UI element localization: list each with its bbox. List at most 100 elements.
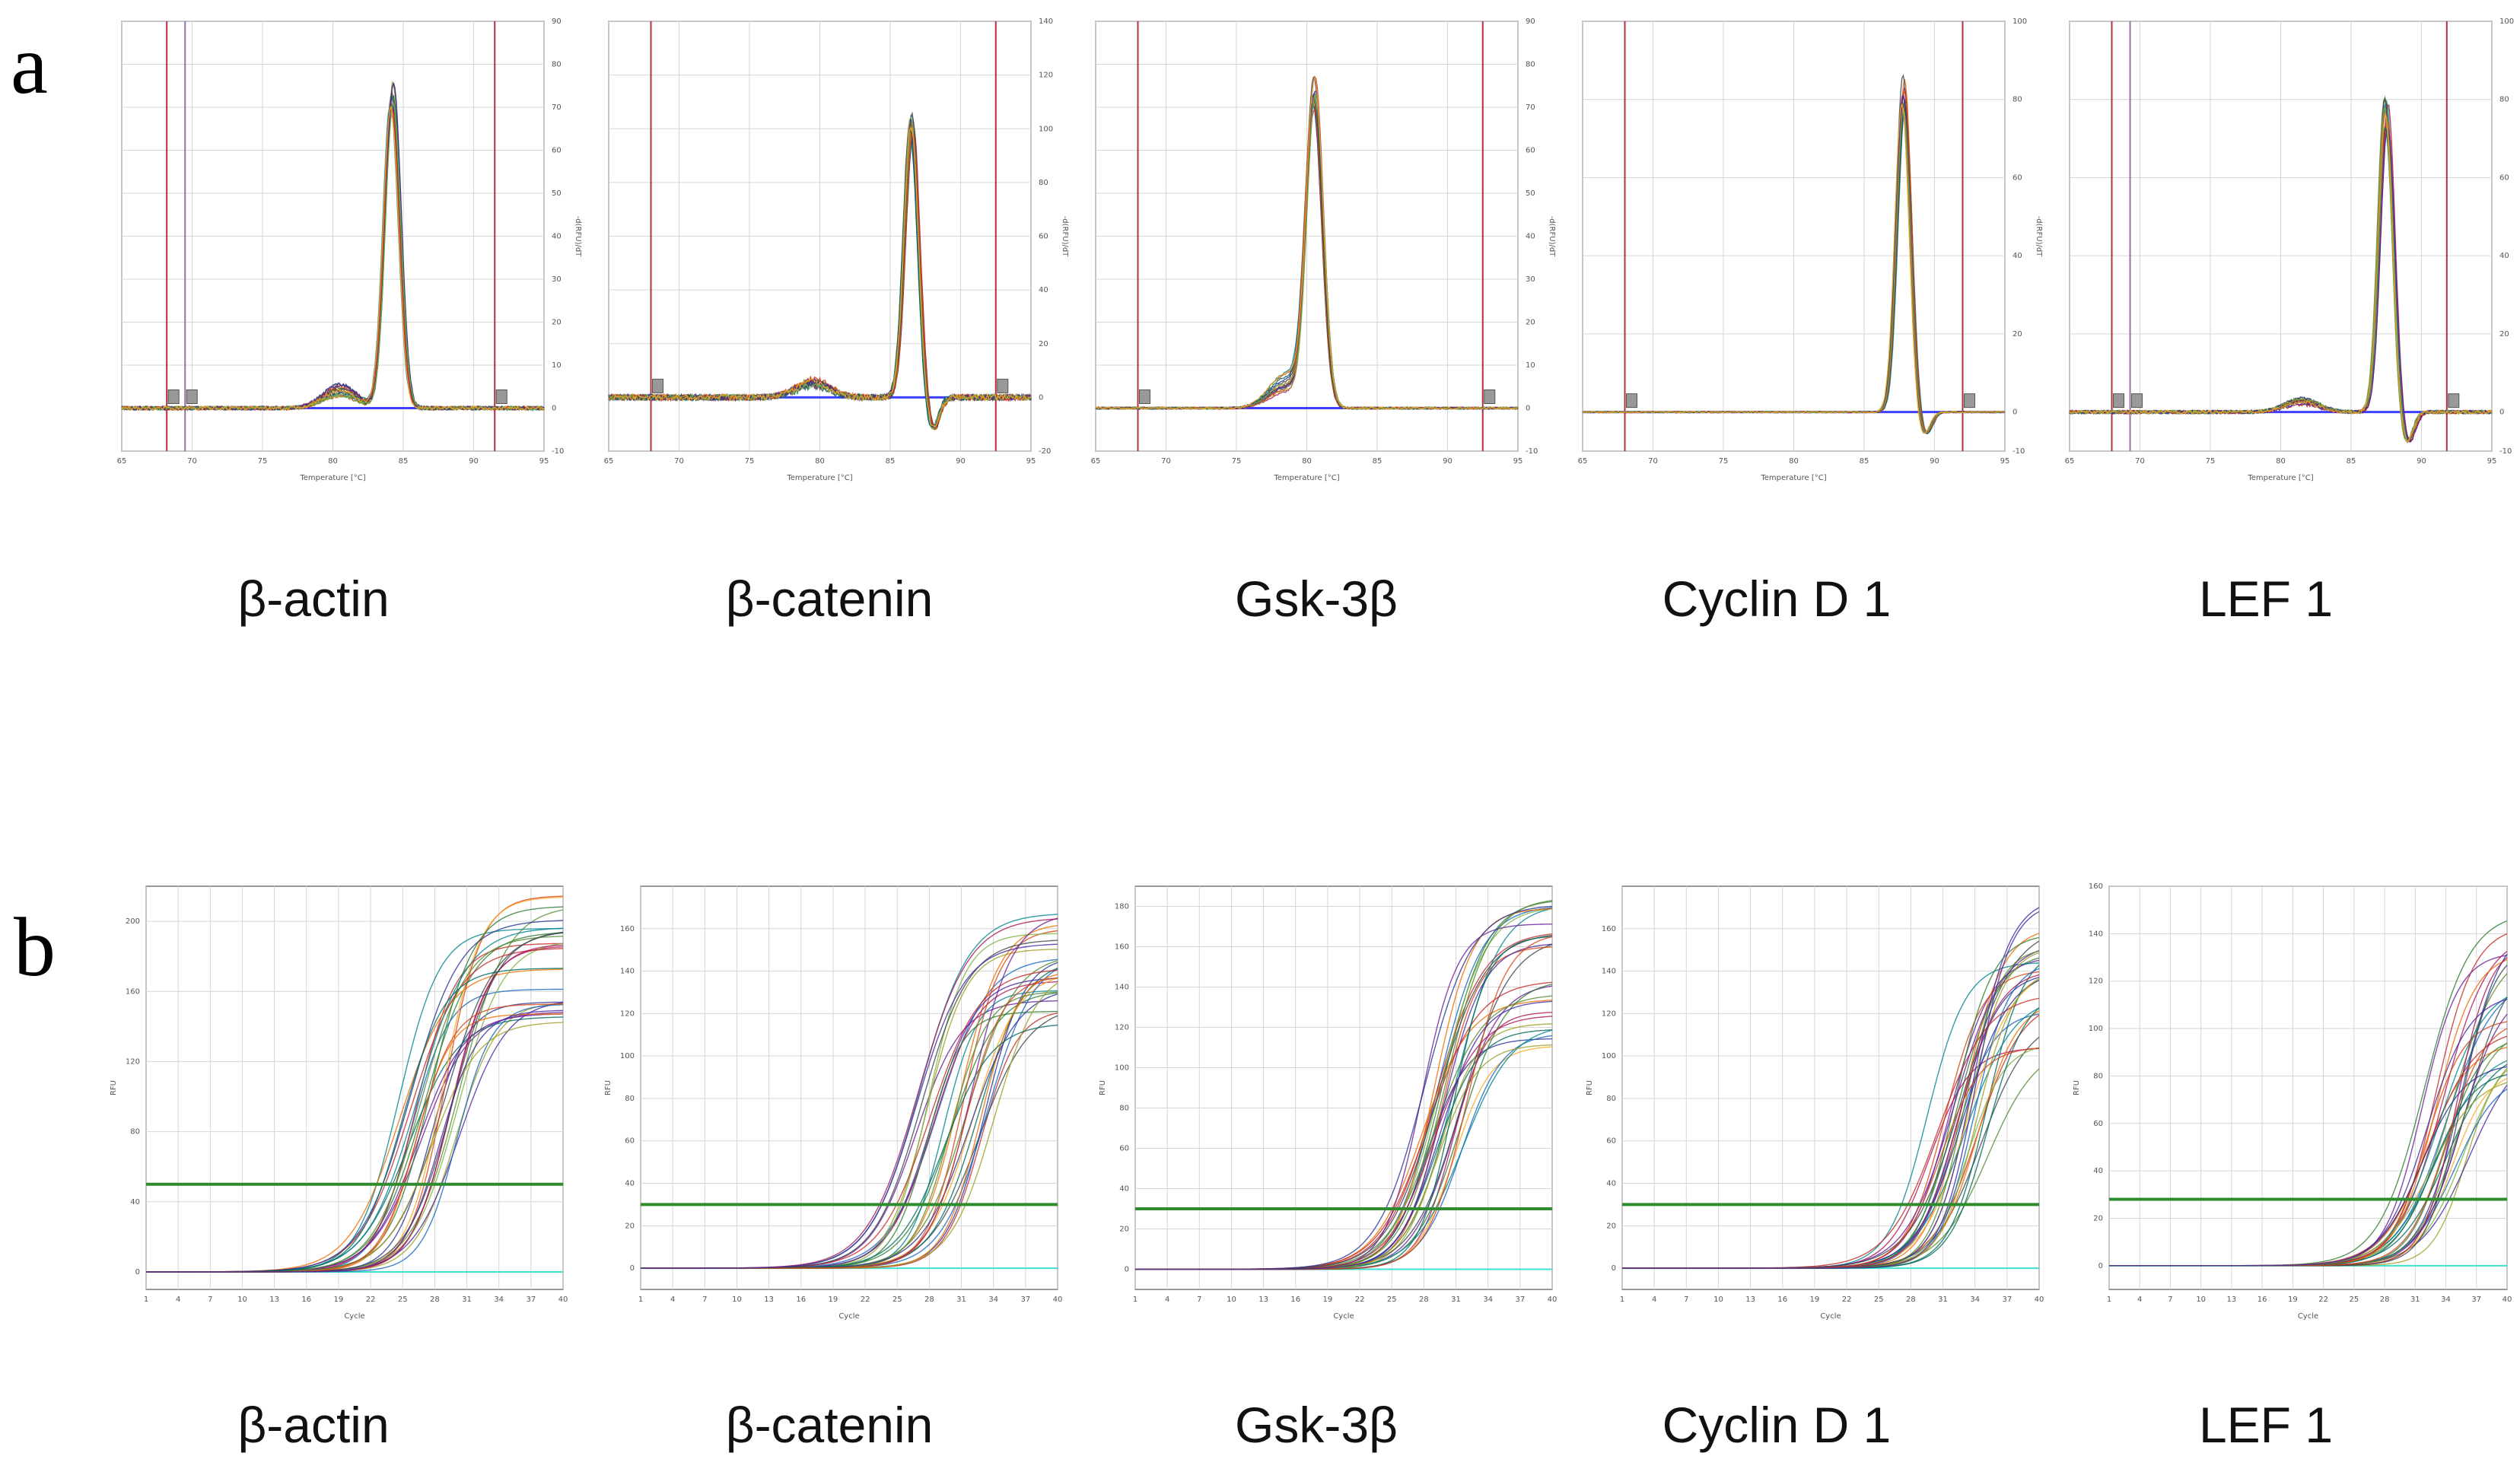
- x-tick-label: 28: [2380, 1296, 2390, 1304]
- melt-marker-handle[interactable]: [167, 389, 180, 404]
- y-tick-label: 60: [1526, 147, 1535, 155]
- x-tick-label: 70: [187, 457, 197, 466]
- x-tick-label: 4: [176, 1296, 180, 1304]
- x-tick-label: 85: [1860, 457, 1869, 466]
- amplification-trace: [641, 943, 1058, 1269]
- x-tick-label: 25: [1874, 1296, 1884, 1304]
- melt-marker-handle[interactable]: [186, 389, 198, 404]
- plot-area: [640, 885, 1058, 1290]
- y-tick-label: 80: [2013, 96, 2022, 104]
- y-tick-label: 120: [1039, 72, 1053, 80]
- x-tick-label: 80: [328, 457, 338, 466]
- x-tick-label: 16: [796, 1296, 806, 1304]
- plot-area: [1134, 885, 1553, 1290]
- x-axis-label: Temperature [°C]: [2247, 474, 2313, 482]
- y-axis-label: RFU: [604, 1080, 612, 1095]
- x-tick-label: 75: [258, 457, 268, 466]
- y-tick-label: 140: [620, 968, 635, 976]
- x-tick-label: 13: [269, 1296, 279, 1304]
- y-tick-label: 40: [1606, 1180, 1616, 1188]
- y-tick-label: 20: [2093, 1214, 2103, 1222]
- x-axis-label: Cycle: [344, 1312, 364, 1321]
- y-tick-label: 40: [1526, 233, 1535, 241]
- x-tick-label: 37: [1515, 1296, 1525, 1304]
- melt-marker-handle[interactable]: [495, 389, 508, 404]
- y-tick-label: 20: [1119, 1226, 1129, 1234]
- y-tick-label: 70: [1526, 103, 1535, 112]
- melt-marker-handle[interactable]: [2448, 393, 2460, 409]
- x-tick-label: 7: [702, 1296, 707, 1304]
- x-tick-label: 19: [334, 1296, 344, 1304]
- y-tick-label: -10: [1526, 447, 1538, 456]
- y-tick-label: -20: [1039, 447, 1051, 456]
- x-tick-label: 34: [1483, 1296, 1493, 1304]
- y-tick-label: 90: [1526, 17, 1535, 26]
- y-tick-label: 80: [130, 1128, 140, 1137]
- x-tick-label: 65: [1578, 457, 1588, 466]
- melt-curve-chart-gsk3b: 65 70 75 80 85 90 95-10 0 10 20 30 40 50 60 70 80 90 Temp…: [1091, 17, 1556, 482]
- y-tick-label: -10: [2499, 447, 2512, 456]
- gene-label-a-lef1: LEF 1: [2198, 571, 2334, 627]
- x-tick-label: 70: [2135, 457, 2145, 466]
- y-tick-label: 60: [1119, 1145, 1129, 1153]
- melt-trace: [121, 106, 545, 412]
- y-tick-label: 40: [552, 233, 562, 241]
- y-tick-label: 160: [620, 925, 635, 933]
- y-tick-label: 140: [2089, 930, 2103, 938]
- y-tick-label: 120: [2089, 978, 2103, 986]
- gene-label-a-beta-catenin: β-catenin: [725, 571, 934, 627]
- melt-trace: [1095, 76, 1519, 410]
- x-tick-label: 7: [1197, 1296, 1201, 1304]
- melt-marker-handle[interactable]: [2131, 393, 2143, 409]
- melt-marker-handle[interactable]: [1139, 389, 1150, 404]
- y-tick-label: 160: [1115, 943, 1129, 952]
- y-tick-label: 100: [2499, 17, 2514, 26]
- melt-marker-handle[interactable]: [997, 378, 1009, 393]
- y-tick-label: 0: [135, 1268, 140, 1276]
- x-tick-label: 70: [1648, 457, 1658, 466]
- melt-marker-handle[interactable]: [652, 378, 663, 393]
- melt-marker-handle[interactable]: [1964, 393, 1975, 409]
- x-tick-label: 34: [2441, 1296, 2451, 1304]
- y-tick-label: 60: [552, 147, 562, 155]
- y-tick-label: 40: [2093, 1167, 2103, 1175]
- x-tick-label: 16: [301, 1296, 311, 1304]
- y-axis-label: -d(RFU)/dT: [1061, 216, 1069, 257]
- x-axis-label: Temperature [°C]: [1760, 474, 1826, 482]
- gene-label-b-cyclin-d1: Cyclin D 1: [1662, 1397, 1892, 1453]
- y-axis-label: RFU: [1586, 1080, 1594, 1095]
- y-axis-label: RFU: [110, 1080, 118, 1095]
- melt-trace: [608, 126, 1032, 428]
- x-tick-label: 31: [2410, 1296, 2420, 1304]
- x-tick-label: 70: [1161, 457, 1171, 466]
- y-tick-label: 100: [620, 1052, 635, 1060]
- melt-marker-handle[interactable]: [1484, 389, 1496, 404]
- x-tick-label: 28: [430, 1296, 440, 1304]
- melt-marker-handle[interactable]: [1626, 393, 1637, 409]
- x-tick-label: 25: [1387, 1296, 1397, 1304]
- y-tick-label: 20: [1606, 1222, 1616, 1230]
- x-tick-label: 1: [2107, 1296, 2111, 1304]
- y-tick-label: 0: [1526, 405, 1530, 413]
- x-tick-label: 4: [670, 1296, 675, 1304]
- x-tick-label: 22: [2318, 1296, 2328, 1304]
- y-tick-label: 30: [552, 275, 562, 284]
- x-tick-label: 25: [2349, 1296, 2359, 1304]
- y-tick-label: 0: [2013, 409, 2017, 417]
- x-tick-label: 90: [1443, 457, 1452, 466]
- y-tick-label: 20: [1526, 319, 1535, 327]
- amplification-chart-gsk3b: 1 4 7 10 13 16 19 22 25 28 31 34 37 40 0 20 40 60 80 100 120…: [1099, 885, 1557, 1321]
- y-tick-label: 80: [1039, 179, 1048, 187]
- y-tick-label: 60: [2499, 173, 2509, 182]
- y-tick-label: 140: [1602, 968, 1616, 976]
- x-tick-label: 40: [1053, 1296, 1063, 1304]
- x-tick-label: 37: [526, 1296, 536, 1304]
- x-tick-label: 95: [1513, 457, 1523, 466]
- x-tick-label: 95: [2000, 457, 2010, 466]
- x-tick-label: 1: [638, 1296, 643, 1304]
- plot-area: [145, 885, 564, 1290]
- amplification-trace: [146, 1009, 564, 1273]
- x-tick-label: 37: [1020, 1296, 1030, 1304]
- melt-marker-handle[interactable]: [2113, 393, 2124, 409]
- x-tick-label: 40: [558, 1296, 568, 1304]
